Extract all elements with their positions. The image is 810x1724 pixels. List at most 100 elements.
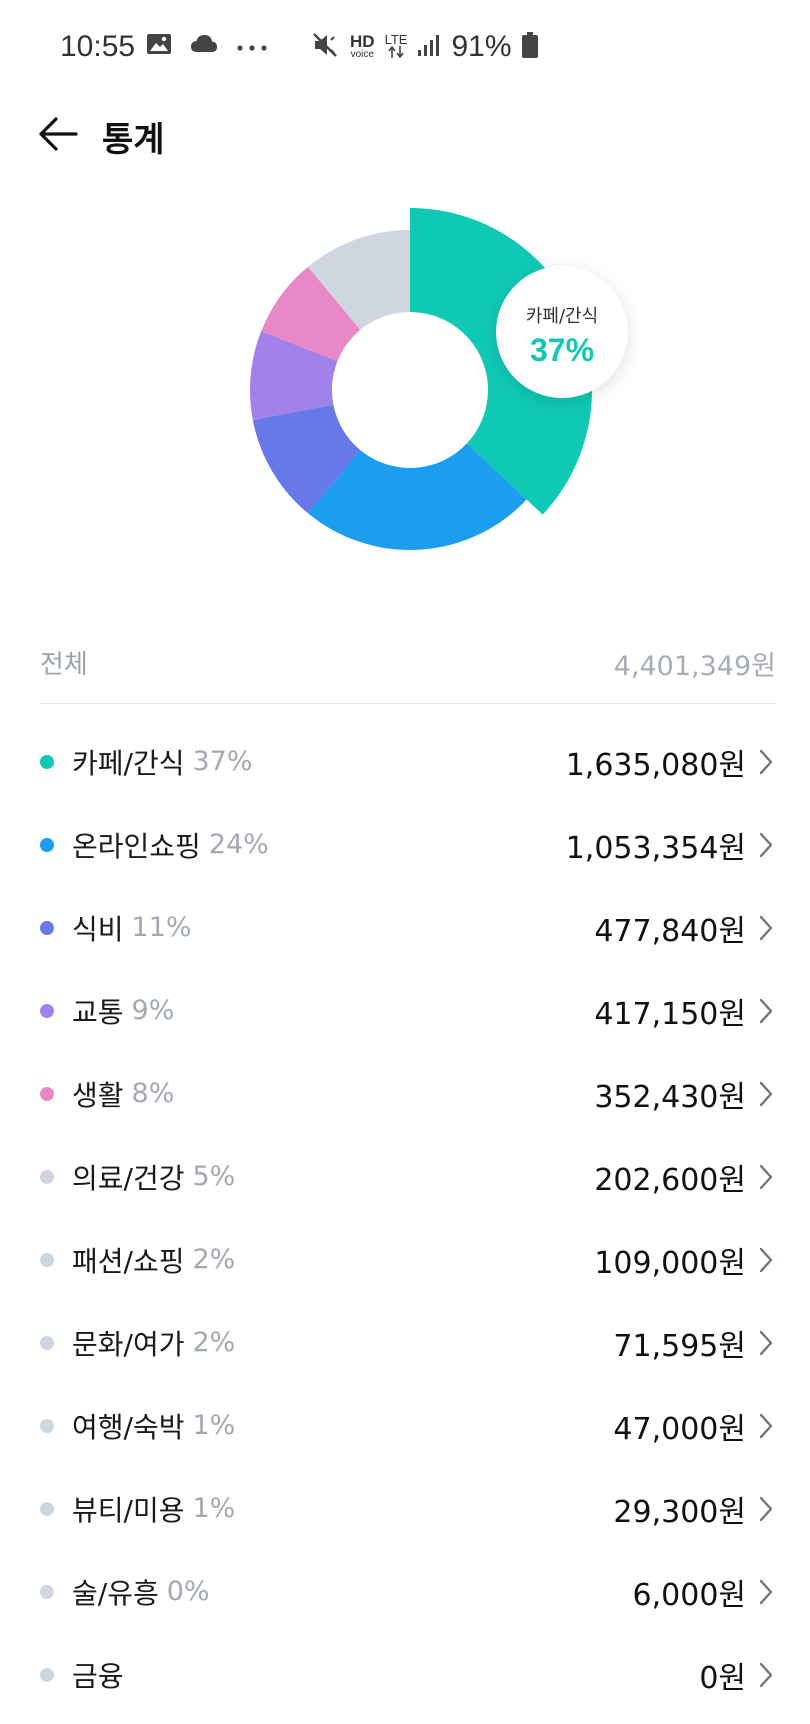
callout-value: 37%	[529, 332, 595, 368]
chevron-right-icon	[759, 1579, 773, 1605]
category-name: 온라인쇼핑	[72, 829, 201, 863]
category-row[interactable]: 식비 11% 477,840원	[40, 886, 776, 969]
category-amount: 109,000원	[594, 1245, 746, 1281]
total-label: 전체	[40, 650, 88, 680]
chevron-right-icon	[759, 1330, 773, 1356]
category-name: 문화/여가	[72, 1327, 185, 1361]
spending-donut-chart	[0, 190, 810, 590]
chevron-right-icon	[759, 1164, 773, 1190]
category-dot-icon	[40, 754, 54, 769]
battery-icon	[521, 32, 538, 62]
category-name: 패션/쇼핑	[72, 1244, 185, 1278]
category-name: 뷰티/미용	[72, 1493, 185, 1527]
category-amount: 71,595원	[613, 1328, 746, 1364]
mute-icon	[312, 32, 340, 62]
category-row[interactable]: 생활 8% 352,430원	[40, 1052, 776, 1135]
donut-slice[interactable]	[252, 404, 361, 514]
category-amount: 0원	[699, 1660, 746, 1696]
donut-slice[interactable]	[308, 230, 410, 330]
category-dot-icon	[40, 1418, 54, 1433]
chevron-right-icon	[759, 1496, 773, 1522]
category-dot-icon	[40, 1584, 54, 1599]
category-dot-icon	[40, 1003, 54, 1018]
hd-label: HD	[350, 32, 375, 51]
status-bar: 10:55 HD voice LTE 91%	[0, 0, 810, 98]
category-row[interactable]: 교통 9% 417,150원	[40, 969, 776, 1052]
arrow-left-icon	[39, 117, 78, 151]
lte-icon: LTE	[384, 32, 408, 60]
chevron-right-icon	[759, 749, 773, 775]
category-name: 금융	[72, 1659, 124, 1693]
category-row[interactable]: 술/유흥 0% 6,000원	[40, 1550, 776, 1633]
category-name: 카페/간식	[72, 746, 185, 780]
category-row[interactable]: 문화/여가 2% 71,595원	[40, 1301, 776, 1384]
voice-label: voice	[350, 49, 374, 60]
hd-voice-icon: HD voice	[350, 32, 375, 60]
category-row[interactable]: 카페/간식 37% 1,635,080원	[40, 720, 776, 803]
category-percent: 2%	[192, 1327, 236, 1358]
app-header: 통계	[0, 98, 810, 178]
category-amount: 202,600원	[594, 1162, 746, 1198]
category-amount: 47,000원	[613, 1411, 746, 1447]
total-value: 4,401,349원	[613, 651, 776, 682]
category-dot-icon	[40, 1252, 54, 1267]
callout-label: 카페/간식	[525, 306, 599, 327]
category-percent: 11%	[131, 912, 192, 943]
category-name: 교통	[72, 995, 124, 1029]
category-row[interactable]: 의료/건강 5% 202,600원	[40, 1135, 776, 1218]
category-percent: 1%	[192, 1493, 236, 1524]
chevron-right-icon	[759, 998, 773, 1024]
status-time: 10:55	[60, 30, 136, 63]
page-title: 통계	[102, 120, 165, 160]
category-name: 의료/건강	[72, 1161, 185, 1195]
category-row[interactable]: 뷰티/미용 1% 29,300원	[40, 1467, 776, 1550]
chevron-right-icon	[759, 1413, 773, 1439]
total-row: 전체 4,401,349원	[40, 640, 776, 704]
category-amount: 352,430원	[594, 1079, 746, 1115]
category-percent: 37%	[192, 746, 253, 777]
category-name: 생활	[72, 1078, 124, 1112]
donut-svg	[250, 208, 593, 550]
chevron-right-icon	[759, 1662, 773, 1688]
category-row[interactable]: 온라인쇼핑 24% 1,053,354원	[40, 803, 776, 886]
category-row[interactable]: 패션/쇼핑 2% 109,000원	[40, 1218, 776, 1301]
category-percent: 8%	[131, 1078, 175, 1109]
category-amount: 6,000원	[632, 1577, 746, 1613]
chevron-right-icon	[759, 1081, 773, 1107]
category-percent: 0%	[166, 1576, 210, 1607]
category-name: 술/유흥	[72, 1576, 159, 1610]
category-dot-icon	[40, 1667, 54, 1682]
lte-label: LTE	[384, 32, 408, 47]
chevron-right-icon	[759, 1247, 773, 1273]
category-name: 식비	[72, 912, 124, 946]
category-dot-icon	[40, 1501, 54, 1516]
more-dots-icon	[236, 37, 268, 56]
battery-percent: 91%	[451, 30, 512, 63]
category-percent: 1%	[192, 1410, 236, 1441]
category-amount: 1,635,080원	[565, 747, 746, 783]
chevron-right-icon	[759, 832, 773, 858]
category-row[interactable]: 금융 0원	[40, 1633, 776, 1716]
category-row[interactable]: 여행/숙박 1% 47,000원	[40, 1384, 776, 1467]
donut-slice[interactable]	[308, 443, 527, 550]
chart-highlight-callout: 카페/간식 37%	[496, 266, 628, 398]
donut-slice[interactable]	[250, 331, 338, 420]
category-dot-icon	[40, 1086, 54, 1101]
category-dot-icon	[40, 1169, 54, 1184]
category-percent: 9%	[131, 995, 175, 1026]
cloud-icon	[190, 34, 218, 58]
category-dot-icon	[40, 1335, 54, 1350]
chevron-right-icon	[759, 915, 773, 941]
category-dot-icon	[40, 837, 54, 852]
signal-icon	[417, 33, 441, 61]
category-amount: 1,053,354원	[565, 830, 746, 866]
category-name: 여행/숙박	[72, 1410, 185, 1444]
category-dot-icon	[40, 920, 54, 935]
category-amount: 29,300원	[613, 1494, 746, 1530]
category-percent: 5%	[192, 1161, 236, 1192]
category-percent: 24%	[208, 829, 269, 860]
category-amount: 417,150원	[594, 996, 746, 1032]
back-button[interactable]	[36, 112, 80, 156]
donut-slice[interactable]	[261, 266, 361, 362]
